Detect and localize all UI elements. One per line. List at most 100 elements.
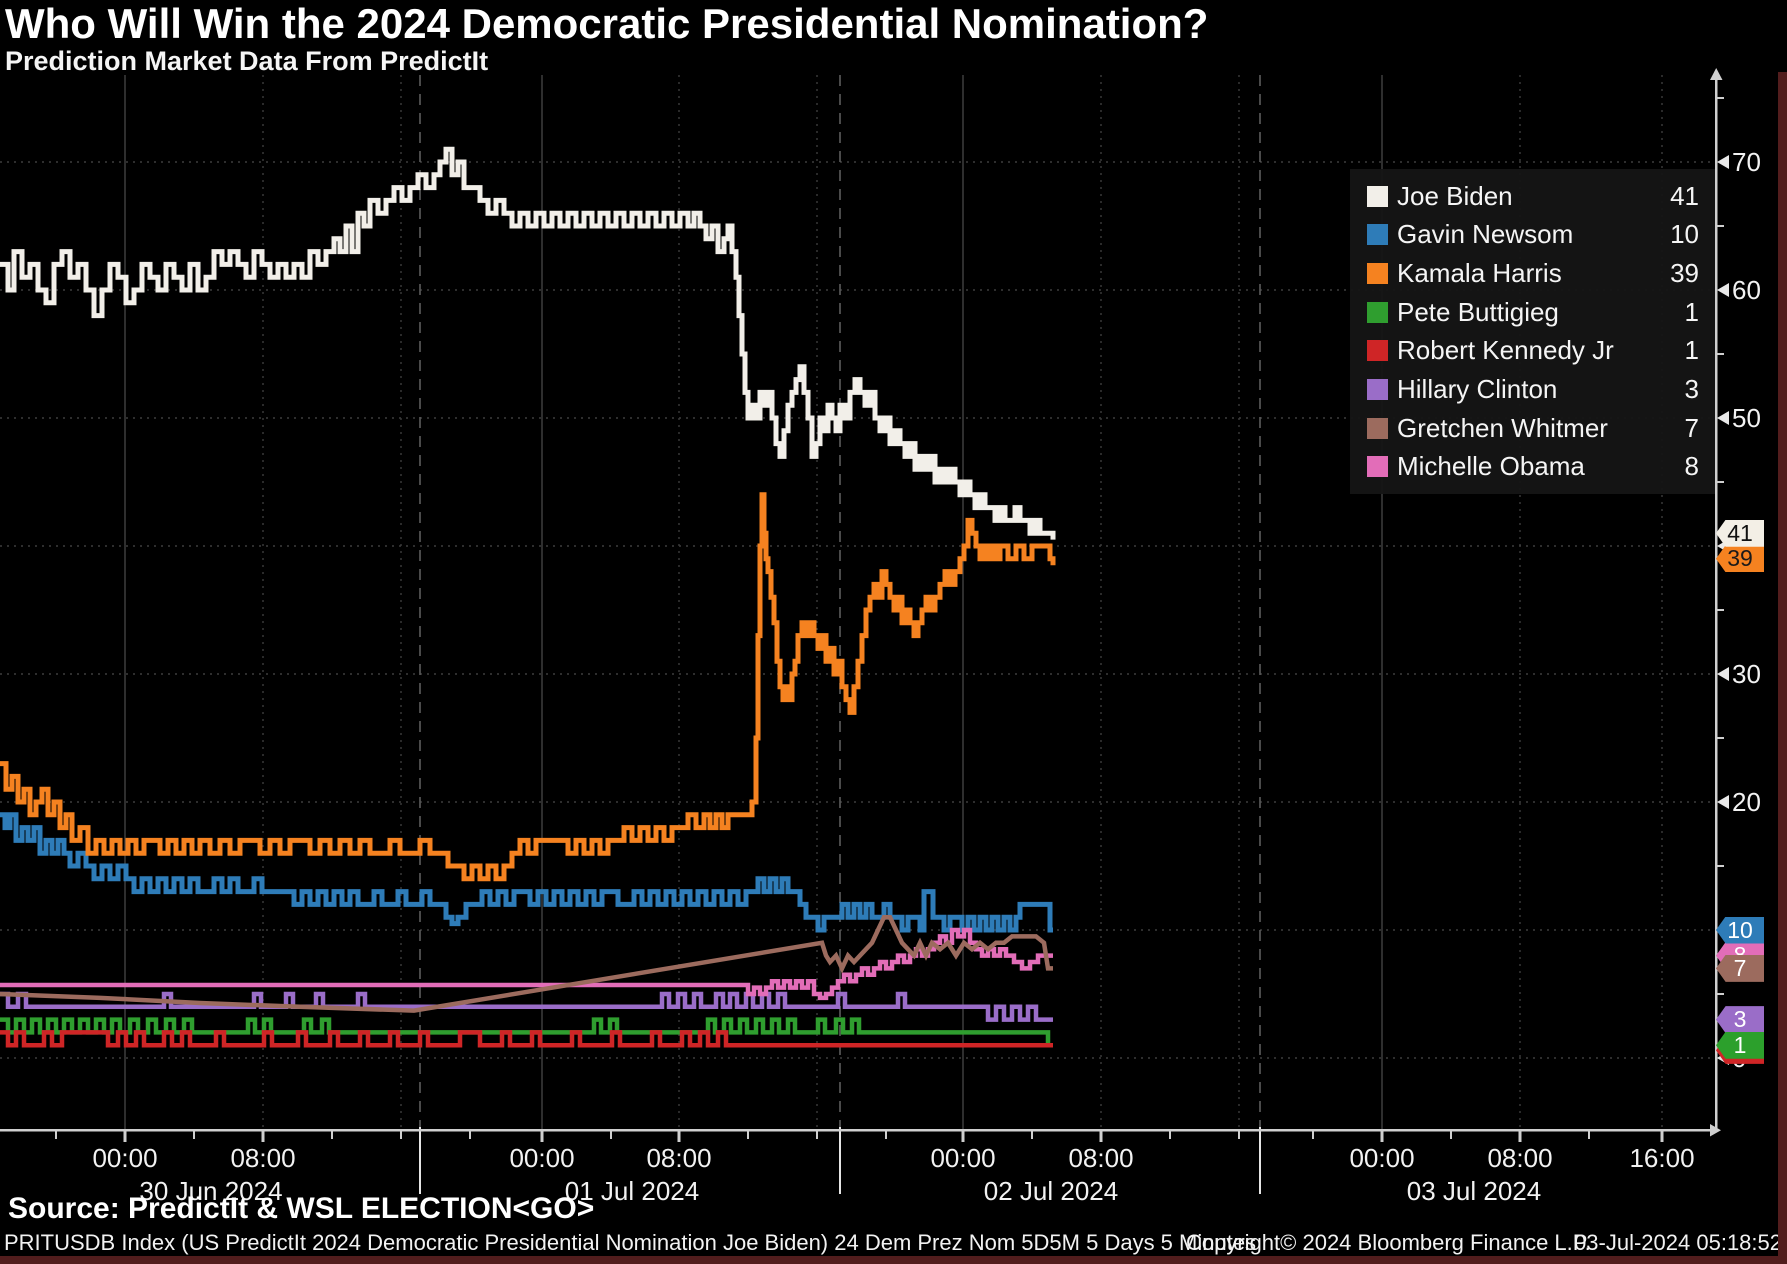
x-tick	[1450, 1131, 1452, 1139]
x-tick	[400, 1131, 402, 1139]
x-tick	[1238, 1131, 1240, 1139]
legend-item-kamala-harris[interactable]: Kamala Harris 39	[1350, 258, 1715, 289]
y-minor-tick	[1715, 97, 1724, 99]
x-tick	[123, 1131, 127, 1142]
copyright-text: Copyright© 2024 Bloomberg Finance L.P.	[1186, 1230, 1591, 1255]
date-label: 01 Jul 2024	[564, 1176, 700, 1206]
x-tick	[1660, 1131, 1664, 1142]
series-joe-biden	[0, 146, 1056, 540]
series-kamala-harris	[0, 492, 1056, 882]
x-tick	[55, 1131, 57, 1139]
x-tick	[540, 1131, 544, 1142]
legend-name: Hillary Clinton	[1397, 373, 1558, 404]
x-tick-label: 00:00	[930, 1143, 996, 1173]
y-minor-tick	[1715, 737, 1724, 739]
y-axis-top-arrow	[1710, 68, 1723, 80]
legend-swatch	[1367, 340, 1388, 362]
x-tick	[1312, 1131, 1314, 1139]
legend-value: 39	[1670, 257, 1699, 288]
legend-swatch	[1367, 456, 1388, 478]
legend-value: 7	[1684, 412, 1699, 443]
terminal-status-bar: PRITUSDB Index (US PredictIt 2024 Democr…	[0, 1230, 1787, 1256]
page-title: Who Will Win the 2024 Democratic Preside…	[5, 0, 1209, 47]
x-tick-label: 08:00	[1487, 1143, 1553, 1173]
x-tick	[261, 1131, 265, 1142]
x-tick	[747, 1131, 749, 1139]
date-label: 03 Jul 2024	[1406, 1176, 1542, 1206]
x-tick-label: 00:00	[1349, 1143, 1415, 1173]
legend-item-gretchen-whitmer[interactable]: Gretchen Whitmer 7	[1350, 413, 1715, 444]
y-axis-line	[1715, 78, 1718, 1132]
x-tick	[469, 1131, 471, 1139]
legend-item-pete-buttigieg[interactable]: Pete Buttigieg 1	[1350, 297, 1715, 328]
y-minor-tick	[1715, 993, 1724, 995]
y-minor-tick	[1715, 865, 1724, 867]
terminal-right-strip	[1778, 72, 1787, 1264]
x-axis-end-arrow	[1710, 1124, 1721, 1137]
chart-legend: Joe Biden 41 Gavin Newsom 10 Kamala Harris 39…	[1350, 169, 1715, 494]
price-flag-10: 10	[1716, 916, 1764, 944]
legend-swatch	[1367, 378, 1388, 400]
legend-name: Pete Buttigieg	[1397, 296, 1559, 327]
legend-item-hillary-clinton[interactable]: Hillary Clinton 3	[1350, 374, 1715, 405]
x-tick	[961, 1131, 965, 1142]
x-tick	[816, 1131, 818, 1139]
y-tick-label: 70	[1717, 147, 1761, 177]
x-tick-label: 16:00	[1629, 1143, 1695, 1173]
series-gretchen-whitmer	[0, 914, 1053, 1013]
y-minor-tick	[1715, 609, 1724, 611]
page-subtitle: Prediction Market Data From PredictIt	[5, 46, 489, 76]
legend-item-gavin-newsom[interactable]: Gavin Newsom 10	[1350, 219, 1715, 250]
x-tick	[1380, 1131, 1384, 1142]
x-tick-label: 00:00	[92, 1143, 158, 1173]
x-axis-line	[0, 1129, 1712, 1132]
tick-arrow-icon	[1717, 667, 1729, 681]
legend-item-robert-kennedy-jr[interactable]: Robert Kennedy Jr 1	[1350, 335, 1715, 366]
legend-item-joe-biden[interactable]: Joe Biden 41	[1350, 181, 1715, 212]
timestamp: 03-Jul-2024 05:18:52	[1574, 1230, 1782, 1255]
series-pete-buttigieg	[0, 1017, 1053, 1048]
legend-swatch	[1367, 262, 1388, 284]
y-minor-tick	[1715, 353, 1724, 355]
series-hillary-clinton	[0, 991, 1053, 1022]
series-robert-kennedy-jr	[0, 1030, 1053, 1048]
legend-value: 8	[1684, 451, 1699, 482]
price-flag-39: 39	[1716, 545, 1764, 573]
y-tick-label: 50	[1717, 403, 1761, 433]
y-tick-label: 30	[1717, 659, 1761, 689]
legend-value: 1	[1684, 296, 1699, 327]
tick-arrow-icon	[1717, 155, 1729, 169]
date-label: 02 Jul 2024	[983, 1176, 1119, 1206]
x-tick	[610, 1131, 612, 1139]
legend-item-michelle-obama[interactable]: Michelle Obama 8	[1350, 451, 1715, 482]
y-minor-tick	[1715, 225, 1724, 227]
legend-name: Robert Kennedy Jr	[1397, 335, 1614, 366]
legend-value: 41	[1670, 180, 1699, 211]
index-description: PRITUSDB Index (US PredictIt 2024 Democr…	[4, 1230, 1257, 1255]
series-michelle-obama	[0, 927, 1053, 1001]
x-tick-label: 08:00	[230, 1143, 296, 1173]
x-tick	[885, 1131, 887, 1139]
y-tick-label: 60	[1717, 275, 1761, 305]
tick-arrow-icon	[1717, 283, 1729, 297]
terminal-bottom-strip	[0, 1256, 1787, 1264]
x-tick	[1099, 1131, 1103, 1142]
price-flag-7: 7	[1716, 954, 1764, 982]
legend-name: Joe Biden	[1397, 180, 1513, 211]
legend-swatch	[1367, 224, 1388, 246]
legend-name: Gretchen Whitmer	[1397, 412, 1608, 443]
legend-name: Michelle Obama	[1397, 451, 1585, 482]
x-tick	[1031, 1131, 1033, 1139]
series-gavin-newsom	[0, 812, 1053, 933]
legend-swatch	[1367, 417, 1388, 439]
price-flag-3: 3	[1716, 1006, 1764, 1034]
x-tick-label: 00:00	[509, 1143, 575, 1173]
legend-value: 10	[1670, 219, 1699, 250]
legend-swatch	[1367, 301, 1388, 323]
tick-arrow-icon	[1717, 795, 1729, 809]
price-flag-41: 41	[1716, 519, 1764, 547]
price-flag-1: 1	[1716, 1031, 1764, 1059]
x-tick-label: 08:00	[646, 1143, 712, 1173]
